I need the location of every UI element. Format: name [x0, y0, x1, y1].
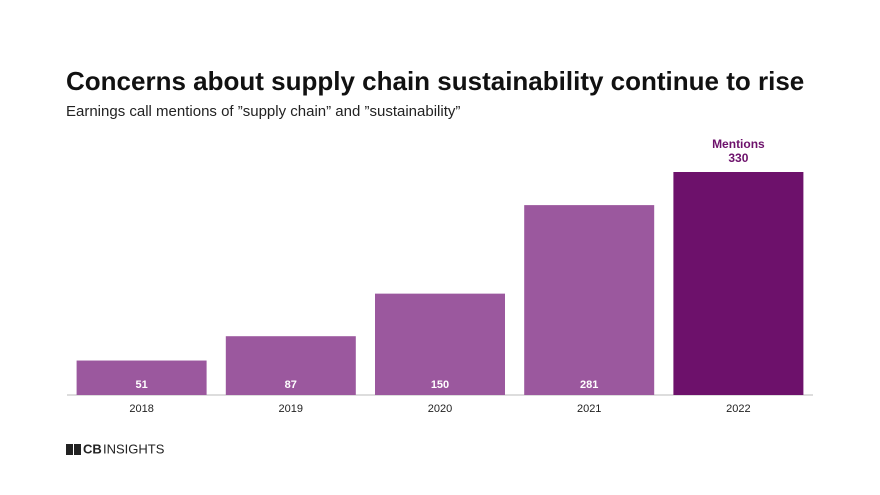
value-label: 281	[580, 379, 598, 391]
x-tick-label: 2018	[129, 403, 153, 415]
logo-icon	[66, 444, 73, 455]
logo: CB INSIGHTS	[66, 441, 165, 456]
value-label: 51	[135, 379, 147, 391]
x-tick-label: 2021	[577, 403, 601, 415]
x-tick-label: 2020	[428, 403, 452, 415]
x-tick-label: 2019	[279, 403, 303, 415]
bar	[673, 172, 804, 395]
logo-text: INSIGHTS	[103, 441, 165, 456]
bar	[375, 293, 505, 395]
logo-bold: CB	[83, 441, 102, 456]
value-label: 150	[431, 379, 449, 391]
value-label: 330	[728, 151, 748, 165]
value-label: 87	[285, 379, 297, 391]
bar	[76, 360, 207, 395]
x-tick-label: 2022	[726, 403, 750, 415]
logo-icon	[74, 444, 81, 455]
bar	[225, 336, 356, 395]
annotation: Mentions	[712, 137, 765, 151]
chart-title: Concerns about supply chain sustainabili…	[66, 66, 804, 96]
bar	[524, 205, 655, 395]
chart-subtitle: Earnings call mentions of ”supply chain”…	[66, 103, 460, 120]
